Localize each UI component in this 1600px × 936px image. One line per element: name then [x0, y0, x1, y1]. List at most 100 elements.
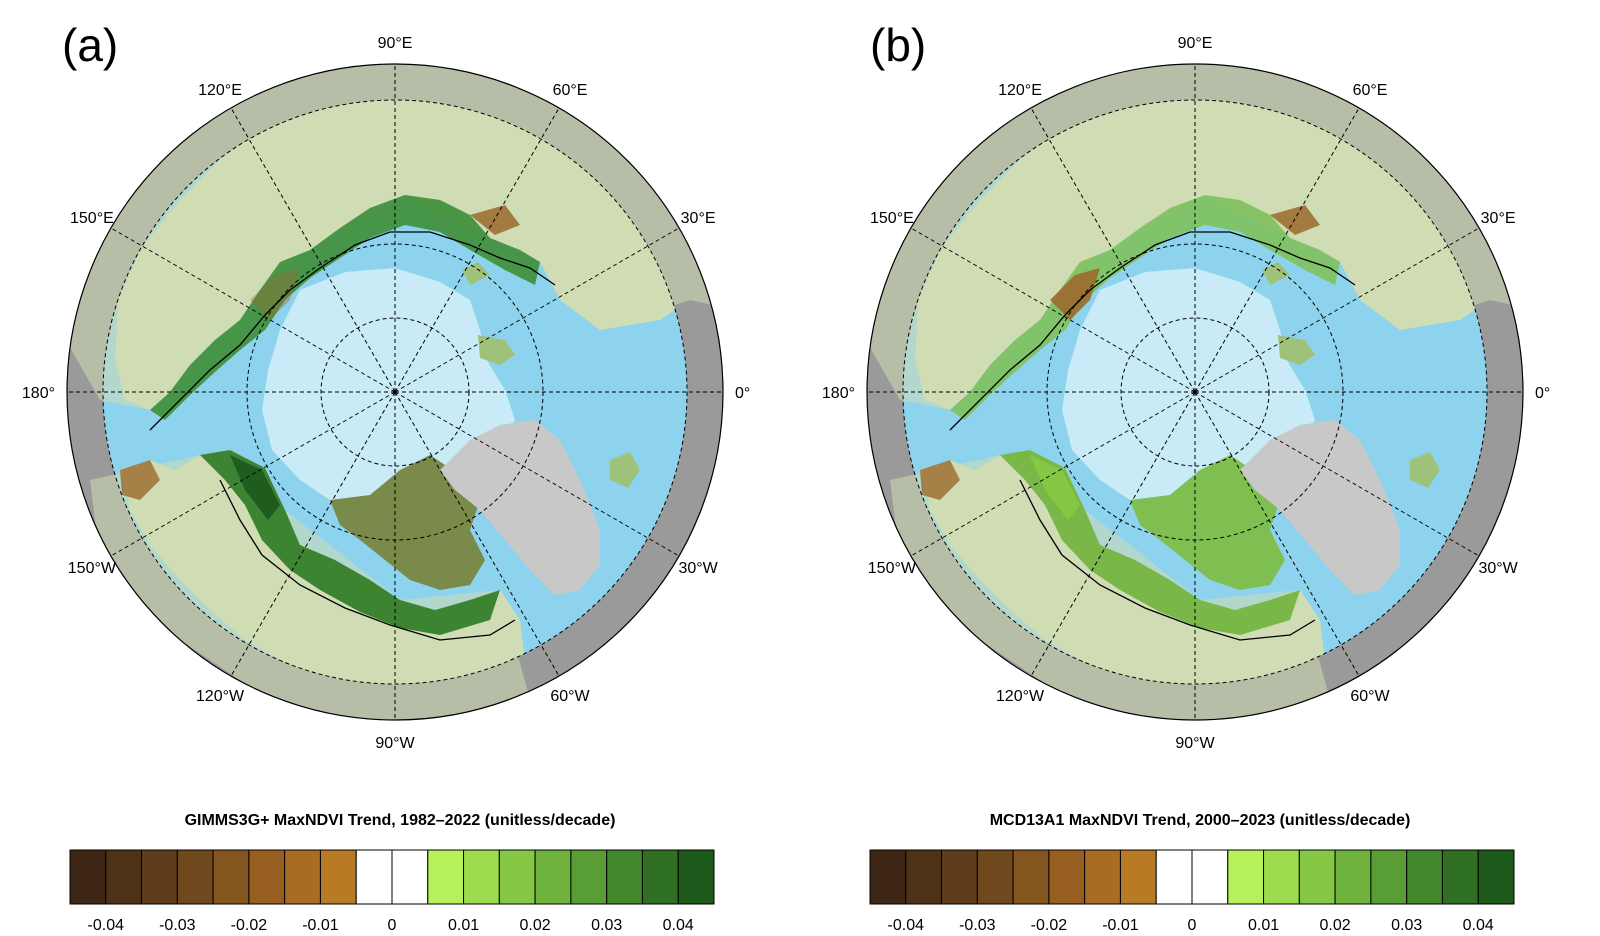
browning-patch: [1270, 205, 1320, 235]
panel-b: (b) 90°E 60°E 30°E 0° 30°W 60°W 90°W 120°W 150°W…: [800, 0, 1600, 936]
colorbar-title: MCD13A1 MaxNDVI Trend, 2000–2023 (unitle…: [989, 812, 1411, 829]
greenland: [440, 420, 600, 595]
longitude-label: 90°W: [1175, 735, 1215, 752]
meridian: [1030, 391, 1196, 677]
colorbar-tick-label: -0.02: [1031, 917, 1068, 934]
colorbar-tick-label: -0.01: [302, 917, 339, 934]
panel-letter: (b): [870, 19, 927, 71]
colorbar-class: [391, 849, 429, 905]
colorbar-class: [463, 849, 500, 905]
colorbar-class: [570, 849, 608, 905]
colorbar-tick-label: 0: [1188, 917, 1197, 934]
colorbar-class: [176, 849, 214, 905]
meridian: [110, 227, 396, 393]
meridian: [230, 391, 396, 677]
longitude-label: 0°: [735, 385, 750, 402]
colorbar-tick-label: 0.03: [1391, 917, 1422, 934]
colorbar-class: [427, 849, 465, 905]
treeline-north-america: [219, 479, 516, 641]
colorbar-class: [641, 849, 679, 905]
longitude-label: 30°E: [1481, 210, 1516, 227]
map-border: [66, 63, 724, 721]
colorbar-tick-label: 0.04: [1463, 917, 1494, 934]
colorbar-class: [1406, 849, 1443, 905]
meridian: [110, 391, 396, 557]
colorbar-tick-label: -0.03: [959, 917, 996, 934]
panel-letter: (a): [62, 19, 119, 71]
eurasian-tundra-trend: [150, 195, 540, 420]
sea-ice: [262, 268, 515, 500]
colorbar-class: [1084, 849, 1121, 905]
meridian: [394, 391, 680, 557]
longitude-label: 120°E: [998, 82, 1042, 99]
novaya-zemlya-land: [1262, 262, 1290, 285]
colorbar-class: [1441, 849, 1479, 905]
colorbar-tick-label: -0.04: [888, 917, 925, 934]
colorbar-tick-label: -0.04: [88, 917, 125, 934]
colorbar-tick-label: -0.01: [1102, 917, 1139, 934]
eurasia-land: [915, 100, 1487, 410]
colorbar-class: [1191, 849, 1229, 905]
colorbar-class: [1263, 849, 1300, 905]
meridian: [910, 391, 1196, 557]
colorbar-class: [1334, 849, 1372, 905]
colorbar-tick-label: 0.01: [448, 917, 479, 934]
colorbar-class: [941, 849, 978, 905]
colorbar-class: [606, 849, 643, 905]
colorbar-class: [355, 849, 393, 905]
colorbar-tick-label: -0.03: [159, 917, 196, 934]
treeline-eurasia: [149, 231, 556, 431]
longitude-label: 180°: [22, 385, 55, 402]
meridian: [394, 391, 560, 677]
meridian: [1030, 107, 1196, 393]
longitude-label: 150°W: [68, 560, 117, 577]
meridian: [910, 227, 1196, 393]
meridian: [1194, 391, 1480, 557]
colorbar-class: [1012, 849, 1050, 905]
meridian: [1194, 107, 1360, 393]
sea-ice: [1062, 268, 1315, 500]
longitude-label: 150°E: [870, 210, 914, 227]
iceland-land: [1410, 452, 1440, 488]
browning-patch: [920, 460, 960, 500]
treeline-north-america: [1019, 479, 1316, 641]
colorbar: -0.04 -0.03 -0.02 -0.01 0 0.01 0.02 0.03 0.04: [869, 849, 1515, 934]
colorbar-tick-label: 0.03: [591, 917, 622, 934]
greenland: [1240, 420, 1400, 595]
colorbar-class: [1155, 849, 1193, 905]
longitude-label: 60°E: [553, 82, 588, 99]
colorbar: -0.04 -0.03 -0.02 -0.01 0 0.01 0.02 0.03 0.04: [69, 849, 715, 934]
map-border: [866, 63, 1524, 721]
longitude-label: 60°E: [1353, 82, 1388, 99]
longitude-label: 120°W: [196, 688, 245, 705]
colorbar-class: [869, 849, 907, 905]
colorbar-class: [1298, 849, 1336, 905]
iceland-land: [610, 452, 640, 488]
longitude-label: 90°E: [378, 35, 413, 52]
colorbar-tick-label: 0: [388, 917, 397, 934]
colorbar-tick-label: -0.02: [231, 917, 268, 934]
longitude-label: 150°W: [868, 560, 917, 577]
colorbar-class: [498, 849, 536, 905]
longitude-label: 0°: [1535, 385, 1550, 402]
colorbar-tick-label: 0.02: [1320, 917, 1351, 934]
colorbar-tick-label: 0.02: [520, 917, 551, 934]
browning-patch: [470, 205, 520, 235]
svalbard-land: [478, 335, 515, 365]
polar-map: 90°E 60°E 30°E 0° 30°W 60°W 90°W 120°W 150°W 180°…: [822, 35, 1550, 752]
longitude-label: 60°W: [1350, 688, 1390, 705]
novaya-zemlya-land: [462, 262, 490, 285]
colorbar-class: [248, 849, 286, 905]
colorbar-class: [1370, 849, 1408, 905]
meridian: [394, 227, 680, 393]
eurasia-land: [115, 100, 687, 410]
longitude-label: 30°E: [681, 210, 716, 227]
meridian: [394, 107, 560, 393]
longitude-label: 90°E: [1178, 35, 1213, 52]
latitude-circle: [102, 99, 688, 685]
colorbar-class: [1119, 849, 1157, 905]
colorbar-class: [1477, 849, 1515, 905]
browning-patch: [250, 268, 300, 320]
longitude-label: 90°W: [375, 735, 415, 752]
colorbar-class: [319, 849, 357, 905]
